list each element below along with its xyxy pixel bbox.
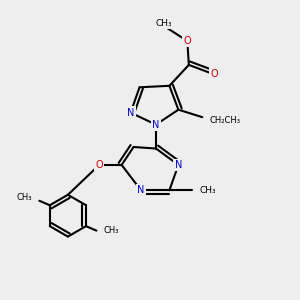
Text: CH₃: CH₃ — [199, 186, 216, 195]
Text: O: O — [95, 160, 103, 170]
Text: CH₃: CH₃ — [16, 193, 32, 202]
Text: N: N — [152, 120, 160, 130]
Text: O: O — [210, 69, 218, 79]
Text: CH₂CH₃: CH₂CH₃ — [210, 116, 241, 124]
Text: CH₃: CH₃ — [104, 226, 119, 235]
Text: O: O — [184, 36, 191, 46]
Text: CH₃: CH₃ — [155, 19, 172, 28]
Text: N: N — [137, 185, 145, 195]
Text: N: N — [127, 108, 134, 118]
Text: N: N — [175, 160, 182, 170]
